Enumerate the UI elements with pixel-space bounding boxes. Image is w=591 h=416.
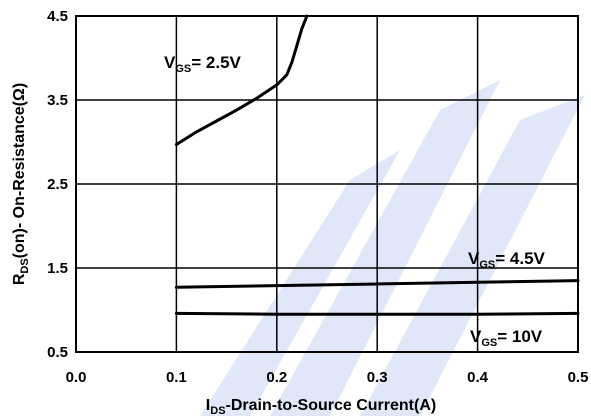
series-line-0 xyxy=(174,14,309,146)
y-axis-title-main: R xyxy=(11,273,28,285)
x-tick-label: 0.5 xyxy=(568,369,589,386)
x-tick-label: 0.2 xyxy=(266,369,287,386)
x-axis-title-main: I xyxy=(206,397,210,414)
series-label-rest: = 4.5V xyxy=(495,249,545,268)
grid xyxy=(76,16,578,352)
y-tick-label: 3.5 xyxy=(47,92,68,109)
watermark xyxy=(200,80,585,416)
series-label-sub: GS xyxy=(481,337,497,349)
series-label-rest: = 2.5V xyxy=(191,53,241,72)
x-axis-title-sub: DS xyxy=(210,405,225,416)
plot-frame xyxy=(75,15,579,353)
series-line-1 xyxy=(174,279,580,289)
x-tick-label: 0.3 xyxy=(367,369,388,386)
watermark-stripe xyxy=(360,95,585,416)
series-label-vgs-4-5v: VGS= 4.5V xyxy=(468,249,546,271)
watermark-stripe xyxy=(200,150,400,416)
series-line-2 xyxy=(174,311,580,316)
y-axis-title-sub: DS xyxy=(19,258,31,273)
series-label-vgs-2-5v: VGS= 2.5V xyxy=(164,53,242,75)
y-axis-title: RDS(on)- On-Resistance(Ω) xyxy=(11,83,31,285)
series-label-main: V xyxy=(470,327,482,346)
x-tick-labels: 0.0 0.1 0.2 0.3 0.4 0.5 xyxy=(66,369,589,386)
watermark-stripe xyxy=(270,80,500,416)
y-tick-label: 4.5 xyxy=(47,8,68,25)
series-label-main: V xyxy=(164,53,176,72)
x-tick-label: 0.4 xyxy=(467,369,489,386)
y-tick-label: 0.5 xyxy=(47,344,68,361)
series-label-sub: GS xyxy=(175,63,191,75)
y-tick-labels: 4.5 3.5 2.5 1.5 0.5 xyxy=(47,8,68,361)
series-label-vgs-10v: VGS= 10V xyxy=(470,327,543,349)
series-label-sub: GS xyxy=(479,259,495,271)
y-tick-label: 1.5 xyxy=(47,260,68,277)
x-tick-label: 0.0 xyxy=(66,369,87,386)
series-label-rest: = 10V xyxy=(497,327,543,346)
series-layer xyxy=(174,14,580,316)
y-tick-label: 2.5 xyxy=(47,176,68,193)
y-axis-title-rest: (on)- On-Resistance(Ω) xyxy=(11,83,28,259)
x-tick-label: 0.1 xyxy=(166,369,187,386)
x-axis-title: IDS-Drain-to-Source Current(A) xyxy=(206,397,436,416)
x-axis-title-rest: -Drain-to-Source Current(A) xyxy=(226,397,437,414)
series-label-main: V xyxy=(468,249,480,268)
